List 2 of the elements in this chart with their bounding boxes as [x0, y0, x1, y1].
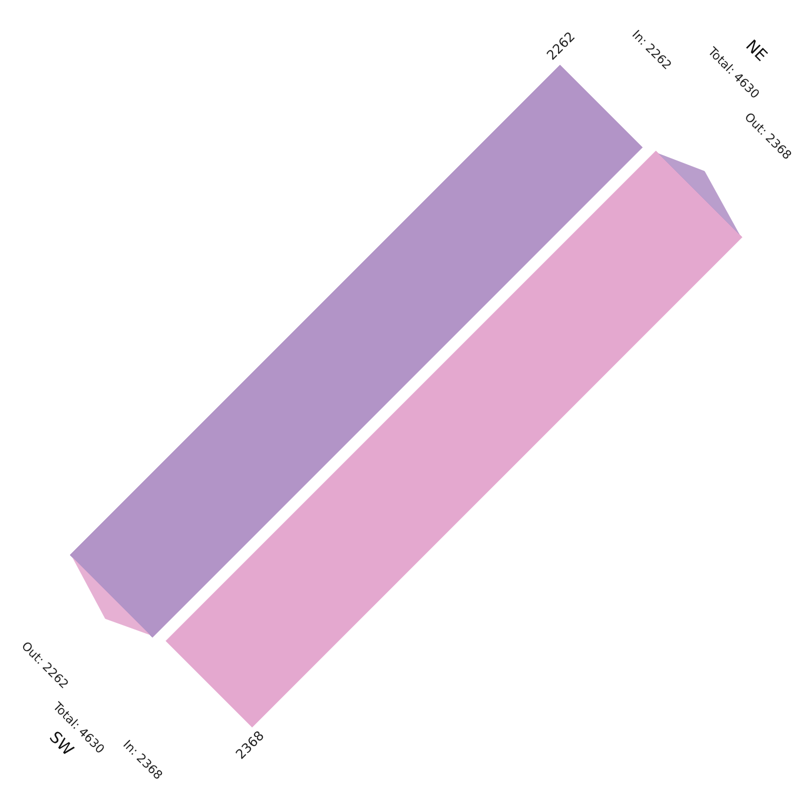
category-label: SW [46, 727, 78, 760]
category-label: NE [742, 36, 772, 65]
